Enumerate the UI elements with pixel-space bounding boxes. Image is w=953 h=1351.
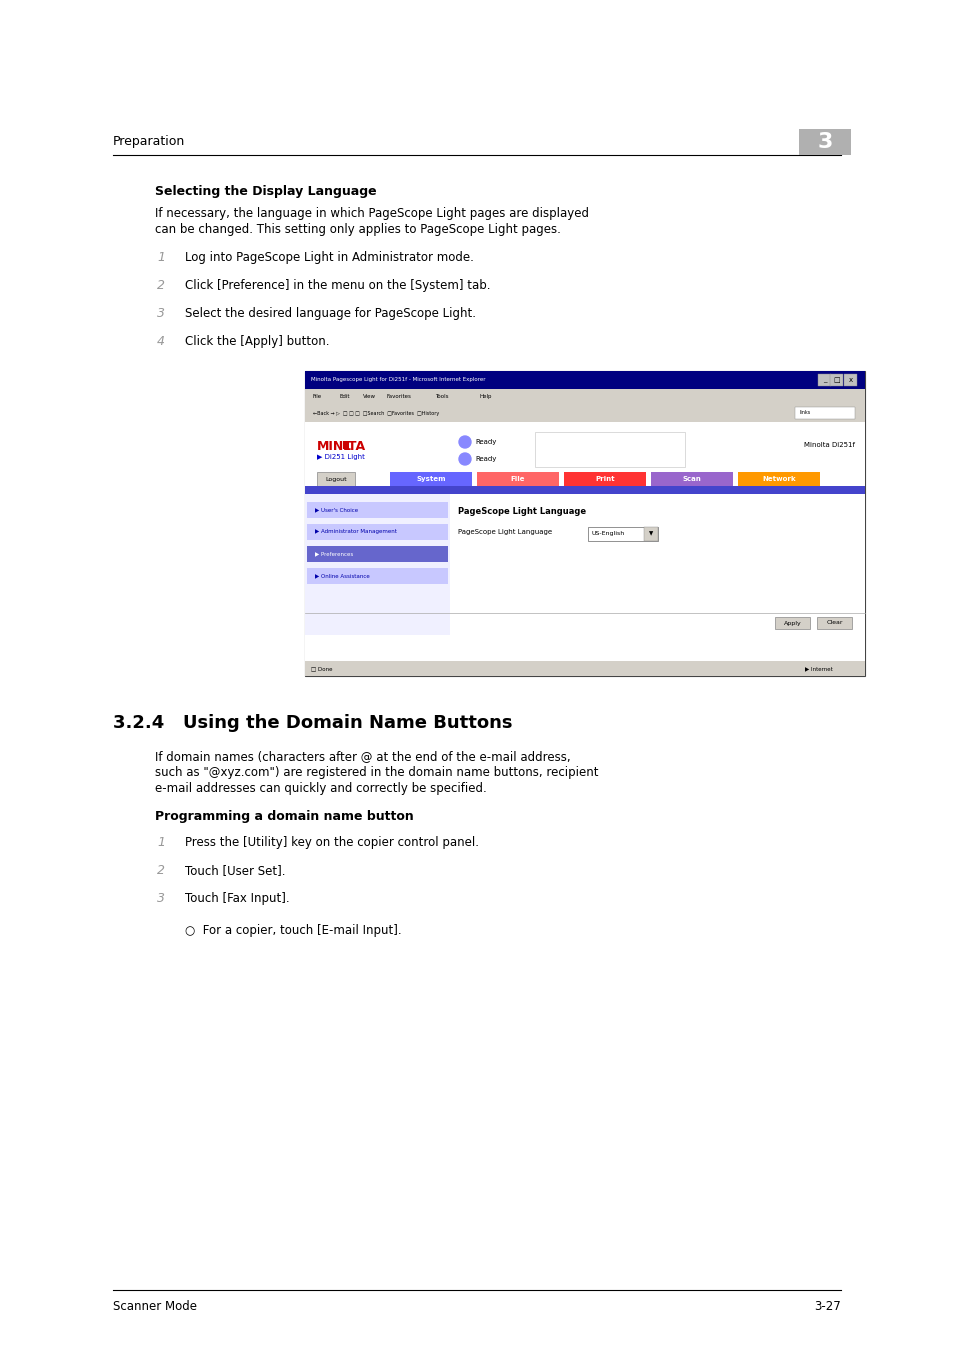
Text: Touch [Fax Input].: Touch [Fax Input]. [185,892,290,905]
FancyBboxPatch shape [738,471,820,486]
Text: x: x [848,377,852,382]
Text: Edit: Edit [339,394,350,399]
Text: links: links [800,411,810,416]
Text: Ready: Ready [475,439,496,444]
Text: Network: Network [761,476,795,482]
FancyBboxPatch shape [305,372,864,389]
Text: If necessary, the language in which PageScope Light pages are displayed: If necessary, the language in which Page… [154,207,588,220]
Text: 3: 3 [157,307,165,320]
Text: Tools: Tools [435,394,448,399]
Text: Apply: Apply [782,620,801,626]
FancyBboxPatch shape [305,422,864,492]
Text: 2: 2 [157,280,165,292]
Text: ←Back → ▷  □ □ □  □Search  □Favorites  □History: ←Back → ▷ □ □ □ □Search □Favorites □Hist… [313,411,438,416]
FancyBboxPatch shape [307,503,448,517]
FancyBboxPatch shape [307,524,448,540]
FancyBboxPatch shape [305,494,450,635]
FancyBboxPatch shape [643,527,658,540]
Text: Touch [User Set].: Touch [User Set]. [185,865,285,877]
FancyBboxPatch shape [305,372,864,676]
Text: File: File [510,476,525,482]
FancyBboxPatch shape [817,374,830,386]
Text: Print: Print [595,476,614,482]
FancyBboxPatch shape [305,404,864,422]
Text: PageScope Light Language: PageScope Light Language [457,530,552,535]
Text: 1: 1 [157,251,165,263]
Text: ▼: ▼ [648,531,653,536]
Text: Click the [Apply] button.: Click the [Apply] button. [185,335,329,349]
FancyBboxPatch shape [343,440,349,449]
Text: □: □ [833,377,840,382]
Circle shape [458,436,471,449]
Text: Help: Help [479,394,492,399]
Text: Minolta Pagescope Light for Di251f - Microsoft Internet Explorer: Minolta Pagescope Light for Di251f - Mic… [311,377,485,382]
Text: Favorites: Favorites [387,394,412,399]
FancyBboxPatch shape [307,546,448,562]
Circle shape [458,453,471,465]
Text: Preparation: Preparation [112,135,185,149]
Text: e-mail addresses can quickly and correctly be specified.: e-mail addresses can quickly and correct… [154,782,486,794]
Text: US-English: US-English [592,531,624,536]
FancyBboxPatch shape [307,567,448,584]
Text: 3-27: 3-27 [814,1300,841,1313]
FancyBboxPatch shape [305,661,864,676]
FancyBboxPatch shape [535,432,684,467]
Text: □ Done: □ Done [311,666,333,671]
FancyBboxPatch shape [305,422,864,661]
Text: 2: 2 [157,865,165,877]
Text: 3: 3 [157,892,165,905]
FancyBboxPatch shape [587,527,658,540]
FancyBboxPatch shape [305,486,864,494]
Text: ▶ Di251 Light: ▶ Di251 Light [316,454,364,459]
Text: 1: 1 [157,836,165,848]
Text: Minolta Di251f: Minolta Di251f [803,442,854,449]
Text: ▶ User's Choice: ▶ User's Choice [314,508,357,512]
FancyBboxPatch shape [390,471,472,486]
FancyBboxPatch shape [774,617,809,630]
Text: 3.2.4   Using the Domain Name Buttons: 3.2.4 Using the Domain Name Buttons [112,713,512,732]
Text: Scanner Mode: Scanner Mode [112,1300,196,1313]
Text: Programming a domain name button: Programming a domain name button [154,811,414,823]
FancyBboxPatch shape [316,471,355,486]
Text: If domain names (characters after @ at the end of the e-mail address,: If domain names (characters after @ at t… [154,750,570,763]
Text: Selecting the Display Language: Selecting the Display Language [154,185,376,199]
Text: ▶ Online Assistance: ▶ Online Assistance [314,574,370,578]
FancyBboxPatch shape [829,374,842,386]
Text: such as "@xyz.com") are registered in the domain name buttons, recipient: such as "@xyz.com") are registered in th… [154,766,598,780]
FancyBboxPatch shape [816,617,851,630]
FancyBboxPatch shape [650,471,732,486]
Text: ▶ Preferences: ▶ Preferences [314,551,353,557]
Text: Ready: Ready [475,457,496,462]
FancyBboxPatch shape [476,471,558,486]
Text: LTA: LTA [343,440,366,453]
Text: can be changed. This setting only applies to PageScope Light pages.: can be changed. This setting only applie… [154,223,560,236]
Text: 4: 4 [157,335,165,349]
Text: ▶ Internet: ▶ Internet [804,666,832,671]
Text: Log into PageScope Light in Administrator mode.: Log into PageScope Light in Administrato… [185,251,474,263]
Text: ○  For a copier, touch [E-mail Input].: ○ For a copier, touch [E-mail Input]. [185,924,401,938]
FancyBboxPatch shape [794,407,854,419]
Text: Click [Preference] in the menu on the [System] tab.: Click [Preference] in the menu on the [S… [185,280,490,292]
FancyBboxPatch shape [799,128,850,155]
Text: Logout: Logout [325,477,347,481]
Text: Scan: Scan [682,476,700,482]
Text: PageScope Light Language: PageScope Light Language [457,507,585,516]
Text: Select the desired language for PageScope Light.: Select the desired language for PageScop… [185,307,476,320]
Text: MIN: MIN [316,440,344,453]
Text: System: System [416,476,445,482]
Text: File: File [313,394,322,399]
Text: 3: 3 [817,132,832,153]
Text: ▶ Administrator Management: ▶ Administrator Management [314,530,396,535]
Text: _: _ [822,377,826,382]
FancyBboxPatch shape [843,374,856,386]
FancyBboxPatch shape [563,471,645,486]
Text: View: View [363,394,375,399]
FancyBboxPatch shape [305,389,864,404]
Text: Press the [Utility] key on the copier control panel.: Press the [Utility] key on the copier co… [185,836,478,848]
Text: Clear: Clear [825,620,841,626]
